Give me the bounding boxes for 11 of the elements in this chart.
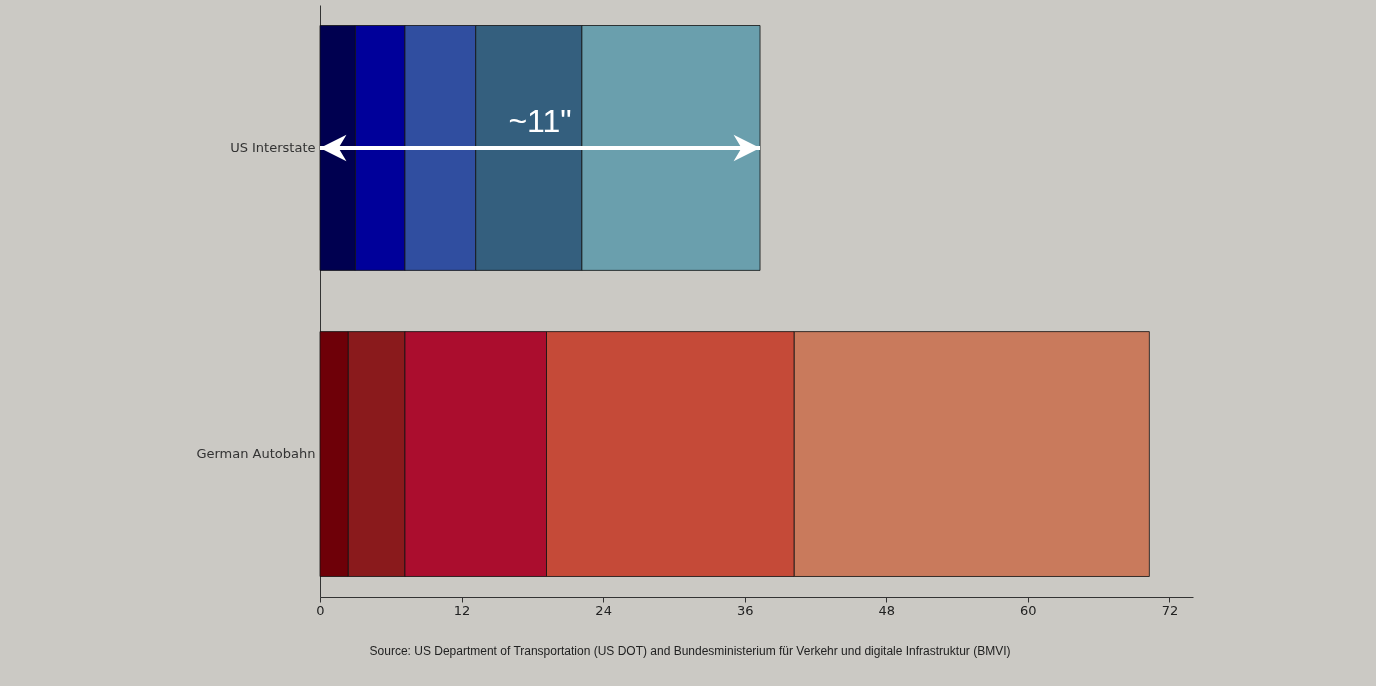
y-tick-label: US Interstate [230,139,316,155]
x-tick-label: 0 [316,602,325,618]
x-tick-label: 48 [878,602,896,618]
annotation: ~11" [508,102,572,139]
x-tick-label: 60 [1020,602,1037,618]
x-tick-label: 36 [736,602,754,618]
x-tick-label: 72 [1161,602,1179,618]
source-note: Source: US Department of Transportation (US DOT) and Bundesministerium für Verkehr und digitale Infrastruktur (BMVI) [369,644,1011,658]
y-tick-label: German Autobahn [196,446,316,462]
x-tick-label: 12 [453,602,471,618]
x-tick-label: 24 [595,602,612,618]
